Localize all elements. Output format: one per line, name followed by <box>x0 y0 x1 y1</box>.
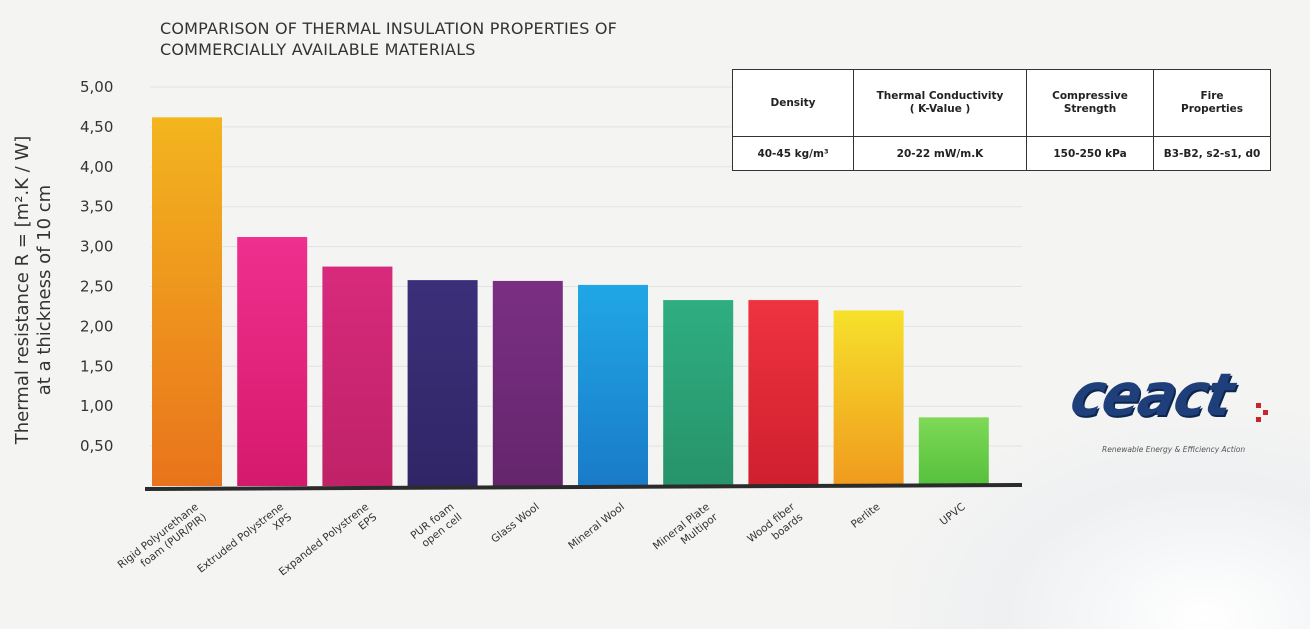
y-tick-label: 1,00 <box>80 397 113 415</box>
y-tick-label: 5,00 <box>80 78 113 96</box>
x-tick-label: Perlite <box>849 501 883 531</box>
bar <box>663 300 734 486</box>
x-tick-label: Mineral Wool <box>566 501 627 552</box>
ceact-logo: ceact Renewable Energy & Efficiency Acti… <box>1065 361 1272 463</box>
value-density: 40-45 kg/m³ <box>732 136 854 171</box>
chart-title: COMPARISON OF THERMAL INSULATION PROPERT… <box>160 18 617 60</box>
x-tick-label-line: UPVC <box>938 501 968 528</box>
bar <box>748 300 819 486</box>
y-tick-label: 2,00 <box>80 317 113 335</box>
x-tick-label: UPVC <box>938 501 968 528</box>
y-tick-label: 3,00 <box>80 238 113 256</box>
logo-tagline: Renewable Energy & Efficiency Action <box>1102 445 1246 454</box>
x-axis-line <box>144 483 1023 491</box>
x-tick-label: Glass Wool <box>489 501 542 546</box>
y-tick-label: 1,50 <box>80 357 113 375</box>
header-density: Density <box>732 69 854 137</box>
x-tick-label-line: Expanded Polystrene <box>277 501 371 578</box>
bar <box>407 280 478 486</box>
header-compressive-strength: Compressive Strength <box>1026 69 1154 137</box>
y-tick-label: 0,50 <box>80 437 113 455</box>
properties-value-row: 40-45 kg/m³ 20-22 mW/m.K 150-250 kPa B3-… <box>732 136 1271 171</box>
value-compressive-strength: 150-250 kPa <box>1026 136 1154 171</box>
bar <box>492 280 563 486</box>
chart-title-line-2: COMMERCIALLY AVAILABLE MATERIALS <box>160 40 476 59</box>
header-fire-properties: Fire Properties <box>1153 69 1271 137</box>
y-tick-label: 4,50 <box>80 118 113 136</box>
value-thermal-conductivity: 20-22 mW/m.K <box>853 136 1027 171</box>
logo-wordmark: ceact <box>1064 361 1239 430</box>
x-tick-label-line: Glass Wool <box>489 501 542 546</box>
chart-title-line-1: COMPARISON OF THERMAL INSULATION PROPERT… <box>160 19 618 38</box>
bar <box>833 310 904 486</box>
bar <box>578 284 648 486</box>
bar <box>237 237 308 486</box>
bar <box>322 266 393 486</box>
properties-header-row: Density Thermal Conductivity ( K-Value )… <box>732 69 1271 137</box>
y-tick-label: 2,50 <box>80 278 113 296</box>
header-thermal-conductivity: Thermal Conductivity ( K-Value ) <box>853 69 1027 137</box>
x-tick-label-line: Perlite <box>849 501 883 531</box>
value-fire-properties: B3-B2, s2-s1, d0 <box>1153 136 1271 171</box>
bar <box>152 117 222 486</box>
properties-table: Density Thermal Conductivity ( K-Value )… <box>732 69 1271 171</box>
logo-dots-icon <box>1256 403 1270 425</box>
y-tick-label: 4,00 <box>80 158 113 176</box>
bar <box>918 417 989 486</box>
x-tick-label-line: Extruded Polystrene <box>195 501 286 576</box>
y-tick-label: 3,50 <box>80 198 113 216</box>
x-tick-label-line: Mineral Wool <box>566 501 627 552</box>
